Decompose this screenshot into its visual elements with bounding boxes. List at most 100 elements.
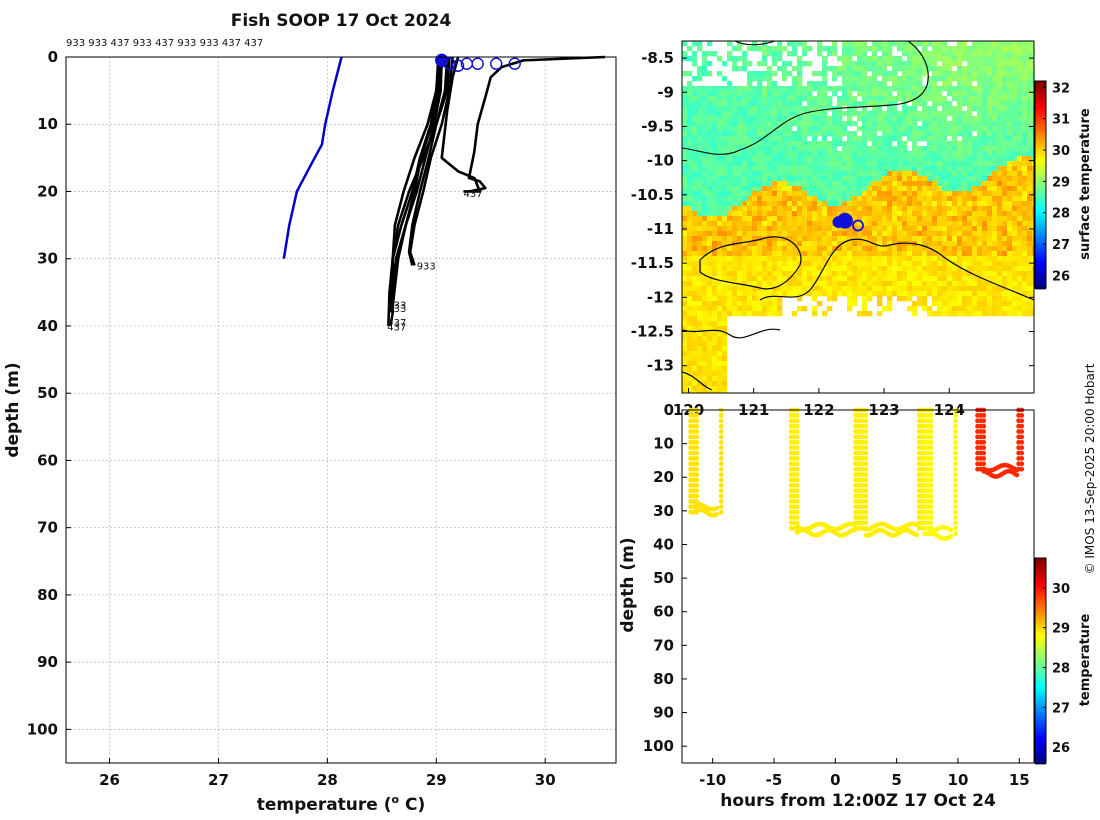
sst-cell <box>762 191 768 197</box>
sst-cell <box>757 91 763 97</box>
sst-cell <box>722 391 728 393</box>
sst-cell <box>702 126 708 132</box>
sst-cell <box>942 46 948 52</box>
sst-cell <box>777 176 783 182</box>
sst-cell <box>817 191 823 197</box>
sst-cell <box>1007 151 1013 157</box>
sst-cell <box>917 266 923 272</box>
sst-cell <box>957 241 963 247</box>
sst-cell <box>777 171 783 177</box>
sst-cell <box>682 221 688 227</box>
sst-cell <box>837 246 843 252</box>
sst-cell <box>742 291 748 297</box>
sst-cell <box>902 106 908 112</box>
sst-cell <box>1017 86 1023 92</box>
sst-cell <box>837 251 843 257</box>
sst-cell <box>977 171 983 177</box>
sst-cell <box>792 146 798 152</box>
sst-cell <box>797 121 803 127</box>
sst-cell <box>1012 71 1018 77</box>
sst-cell <box>682 301 688 307</box>
sst-cell <box>827 271 833 277</box>
sst-cell <box>1027 236 1033 242</box>
surface-point <box>508 57 521 70</box>
sst-cell <box>852 121 858 127</box>
sst-cell <box>827 266 833 272</box>
sst-cell <box>1027 86 1033 92</box>
sst-cell <box>1002 71 1008 77</box>
sst-cell <box>722 116 728 122</box>
sst-cell <box>782 196 788 202</box>
sst-cell <box>832 156 838 162</box>
sst-cell <box>922 261 928 267</box>
sst-cell <box>1032 136 1034 142</box>
sst-cell <box>932 141 938 147</box>
sst-cell <box>872 256 878 262</box>
sst-cell <box>707 271 713 277</box>
sst-cell <box>997 266 1003 272</box>
sst-cell <box>827 286 833 292</box>
sst-cell <box>862 306 868 312</box>
sst-cell <box>737 261 743 267</box>
sst-cell <box>1027 311 1033 317</box>
sst-cell <box>1017 136 1023 142</box>
sst-cell <box>712 91 718 97</box>
sst-colorbar-segment <box>1035 153 1046 156</box>
sst-cell <box>932 151 938 157</box>
sst-cell <box>932 216 938 222</box>
sst-cell <box>772 171 778 177</box>
sst-cell <box>922 251 928 257</box>
sst-cell <box>822 261 828 267</box>
sst-cell <box>1007 256 1013 262</box>
sst-cell <box>757 111 763 117</box>
sst-cell <box>957 76 963 82</box>
sst-cell <box>987 61 993 67</box>
cast-point <box>853 493 858 499</box>
sst-cell <box>1017 151 1023 157</box>
sst-cell <box>942 151 948 157</box>
sst-cell <box>867 176 873 182</box>
sst-cell <box>987 191 993 197</box>
sst-cell <box>967 266 973 272</box>
sst-cell <box>772 241 778 247</box>
sst-cell <box>967 136 973 142</box>
sst-cell <box>902 196 908 202</box>
sst-cell <box>847 96 853 102</box>
sst-cell <box>1027 171 1033 177</box>
sst-cell <box>762 271 768 277</box>
sst-cell <box>857 101 863 107</box>
sst-cell <box>1032 281 1034 287</box>
sst-cell <box>1002 246 1008 252</box>
sst-cell <box>867 221 873 227</box>
cast-point <box>916 520 922 526</box>
cast-point <box>794 418 800 424</box>
sst-cell <box>707 311 713 317</box>
sst-colorbar-segment <box>1035 269 1046 272</box>
sst-cell <box>852 106 858 112</box>
sst-cell <box>887 241 893 247</box>
sst-cell <box>1017 286 1023 292</box>
sst-cell <box>887 166 893 172</box>
sst-cell <box>902 111 908 117</box>
sst-cell <box>897 236 903 242</box>
sst-cell <box>1032 236 1034 242</box>
sst-cell <box>727 56 733 62</box>
sst-cell <box>987 121 993 127</box>
sst-cell <box>1017 51 1023 57</box>
sst-cell <box>962 131 968 137</box>
sst-cell <box>902 266 908 272</box>
sst-cell <box>687 126 693 132</box>
sst-cell <box>867 236 873 242</box>
sst-cell <box>692 61 698 67</box>
sst-cell <box>707 226 713 232</box>
sst-cell <box>852 51 858 57</box>
sst-cell <box>1012 106 1018 112</box>
sst-cell <box>732 261 738 267</box>
sst-cell <box>772 256 778 262</box>
sst-cell <box>852 76 858 82</box>
y-tick-label: 40 <box>37 317 58 335</box>
sst-cell <box>682 176 688 182</box>
sst-cell <box>802 61 808 67</box>
sst-cell <box>797 66 803 72</box>
sst-cell <box>687 271 693 277</box>
